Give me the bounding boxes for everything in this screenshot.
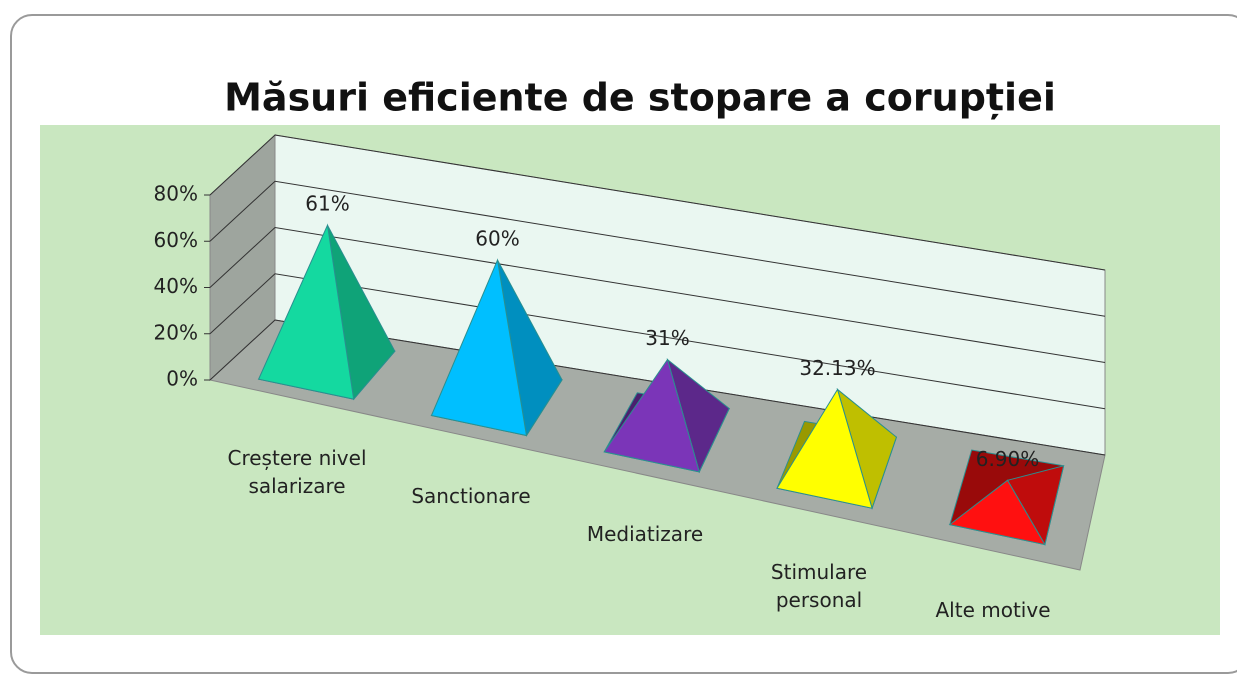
y-tick-label: 60% (154, 228, 198, 252)
pyramid-front (430, 258, 528, 437)
pyramid (257, 223, 396, 401)
grid-line (209, 134, 1106, 271)
page: Măsuri eficiente de stopare a corupției … (10, 14, 1237, 674)
pyramid (776, 388, 898, 510)
pyramid-front (776, 388, 873, 509)
x-tick-label: Mediatizare (586, 522, 704, 546)
x-tick-label: Sanctionare (411, 484, 531, 508)
value-label: 61% (305, 192, 349, 216)
pyramid-front (948, 479, 1046, 546)
grid-line (209, 273, 1106, 410)
x-tick-label: Stimulare personal (770, 560, 868, 612)
grid-line (209, 226, 1106, 363)
value-label: 32.13% (799, 356, 875, 380)
x-tick-label: Alte motive (935, 598, 1051, 622)
pyramid-front (257, 223, 355, 400)
pyramid-front (603, 358, 700, 473)
value-label: 6.90% (976, 447, 1040, 471)
y-tick-label: 80% (154, 182, 198, 206)
chart: Măsuri eficiente de stopare a corupției … (40, 76, 1220, 635)
pyramid (430, 258, 563, 437)
grid-line (209, 180, 1106, 317)
chart-title: Măsuri eficiente de stopare a corupției (224, 76, 1056, 120)
pyramid (948, 449, 1065, 546)
value-label: 31% (645, 326, 689, 350)
y-tick-label: 40% (154, 274, 198, 298)
x-tick-label: Creștere nivel salarizare (227, 446, 367, 498)
value-label: 60% (475, 227, 519, 251)
y-tick-label: 20% (154, 320, 198, 344)
pyramid (603, 358, 730, 474)
y-tick-label: 0% (166, 367, 198, 391)
